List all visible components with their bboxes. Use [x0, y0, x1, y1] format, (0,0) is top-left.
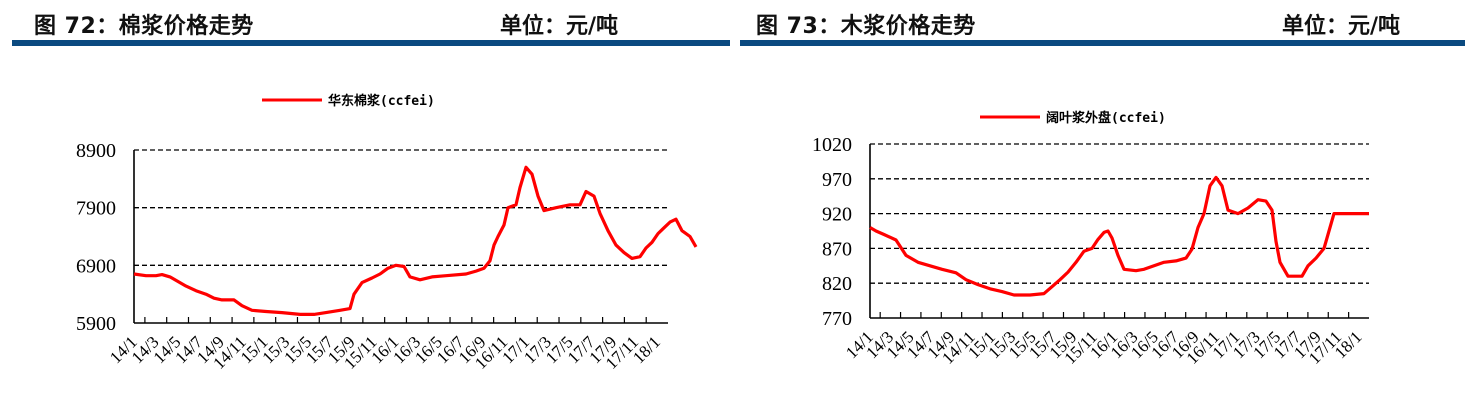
y-tick-label: 5900 [76, 313, 116, 335]
y-tick-label: 770 [822, 308, 852, 330]
wood-pulp-chart: 770820870920970102014/114/314/514/714/91… [812, 110, 1369, 368]
y-tick-label: 820 [822, 273, 852, 295]
x-tick-label: 18/1 [629, 332, 664, 367]
title-divider-left [12, 40, 730, 46]
y-tick-label: 870 [822, 238, 852, 260]
y-tick-label: 970 [822, 169, 852, 191]
unit-label-left: 单位：元/吨 [500, 14, 619, 39]
y-tick-label: 1020 [812, 134, 852, 156]
y-tick-label: 6900 [76, 255, 116, 277]
y-tick-label: 7900 [76, 198, 116, 220]
title-divider-right [740, 40, 1465, 46]
y-tick-label: 920 [822, 204, 852, 226]
series-line [869, 175, 1369, 297]
unit-label-right: 单位：元/吨 [1282, 14, 1401, 39]
legend-label: 阔叶浆外盘(ccfei) [1046, 110, 1166, 126]
chart-title-right: 图 73：木浆价格走势 [756, 14, 976, 39]
y-tick-label: 8900 [76, 140, 116, 162]
cotton-pulp-chart: 590069007900890014/114/314/514/714/914/1… [76, 93, 698, 373]
chart-title-left: 图 72：棉浆价格走势 [34, 14, 254, 39]
legend-label: 华东棉浆(ccfei) [328, 93, 435, 109]
series-line [133, 165, 698, 316]
